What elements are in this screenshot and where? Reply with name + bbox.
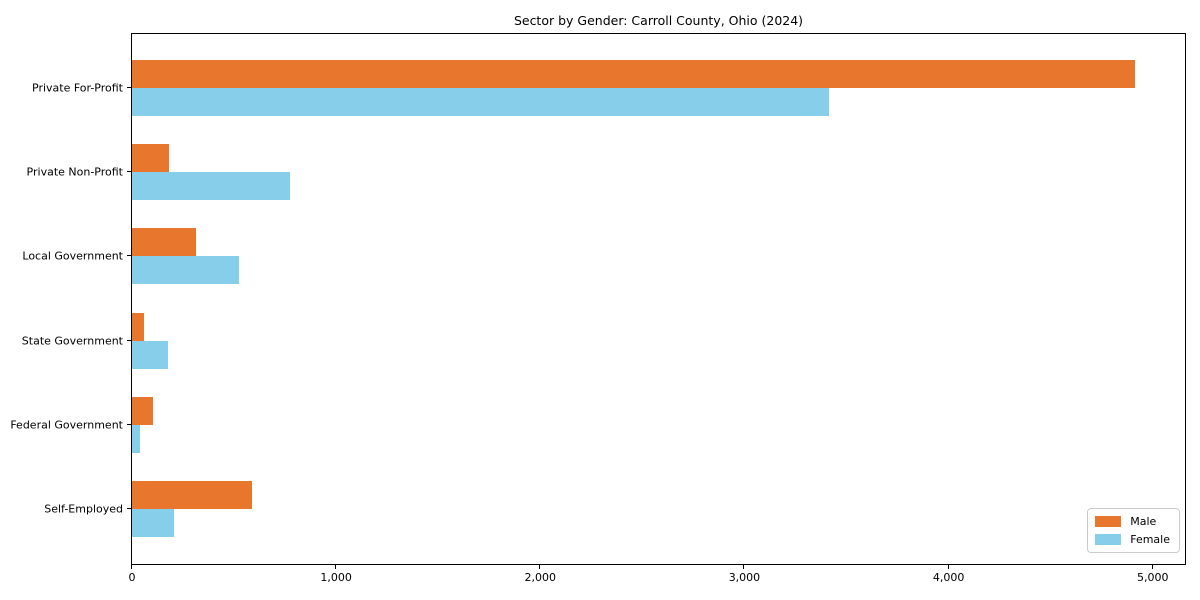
y-tick — [127, 255, 131, 257]
x-tick-label: 2,000 — [524, 571, 557, 584]
y-tick-label: Private For-Profit — [32, 81, 123, 95]
legend: Male Female — [1087, 508, 1180, 553]
y-tick-label: Local Government — [22, 249, 123, 263]
bar-male-private-non-profit — [132, 144, 169, 173]
y-tick-label: Self-Employed — [44, 502, 123, 516]
bar-female-private-for-profit — [132, 88, 830, 116]
chart-title: Sector by Gender: Carroll County, Ohio (… — [513, 13, 804, 28]
x-tick-label: 3,000 — [728, 571, 761, 584]
x-tick — [131, 565, 132, 569]
y-tick — [127, 508, 131, 509]
x-tick-label: 1,000 — [320, 571, 352, 584]
bar-male-local-government — [132, 228, 196, 257]
legend-entry-female: Female — [1095, 533, 1170, 546]
bar-female-private-non-profit — [132, 172, 290, 201]
x-tick — [947, 565, 949, 569]
legend-label: Male — [1130, 515, 1157, 528]
legend-swatch-female — [1095, 534, 1122, 545]
y-tick-label: Federal Government — [10, 418, 123, 432]
x-tick — [1151, 565, 1153, 569]
y-tick — [127, 339, 131, 341]
x-tick-label: 5,000 — [1136, 571, 1169, 584]
bar-male-state-government — [132, 312, 144, 341]
bar-female-federal-government — [132, 424, 140, 453]
y-tick-label: Private Non-Profit — [26, 165, 123, 179]
legend-swatch-male — [1095, 516, 1122, 527]
y-tick-label: State Government — [21, 334, 123, 348]
x-tick — [335, 565, 337, 569]
x-tick-label: 4,000 — [932, 571, 965, 584]
y-tick — [127, 171, 131, 173]
y-tick — [127, 87, 131, 88]
x-tick — [743, 565, 745, 569]
legend-label: Female — [1130, 533, 1170, 546]
bar-female-local-government — [132, 256, 239, 285]
plot-area: Private For-Profit Private Non-Profit Loca… — [10, 33, 1186, 584]
bar-female-state-government — [132, 340, 168, 369]
legend-entry-male: Male — [1095, 515, 1170, 528]
x-tick-label: 0 — [128, 571, 136, 584]
bar-male-federal-government — [132, 396, 153, 425]
bar-male-self-employed — [132, 481, 252, 509]
x-tick — [539, 565, 541, 569]
bar-male-private-for-profit — [132, 60, 1135, 88]
bar-female-self-employed — [132, 509, 174, 537]
y-tick — [127, 423, 131, 425]
